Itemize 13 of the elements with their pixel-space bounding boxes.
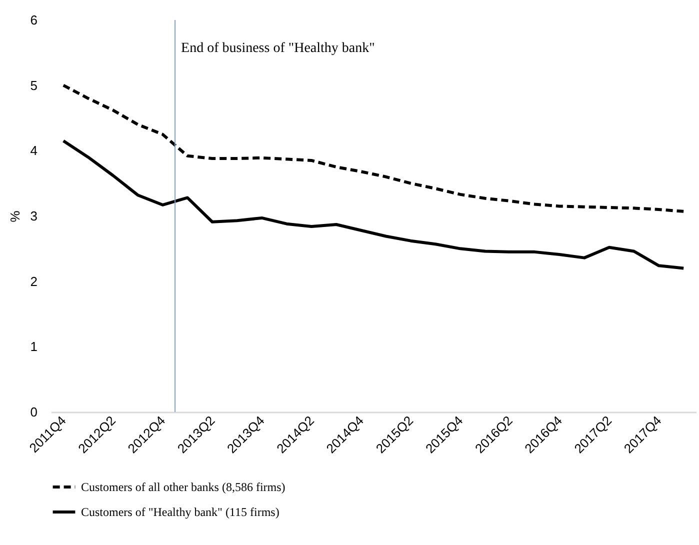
y-axis-title: % <box>7 210 22 222</box>
y-tick-label: 4 <box>30 143 38 158</box>
y-tick-label: 3 <box>30 208 38 224</box>
y-tick-label: 0 <box>30 404 38 420</box>
line-series <box>62 139 686 270</box>
y-tick-label: 1 <box>30 339 38 354</box>
y-tick-label: 2 <box>30 274 38 289</box>
y-tick-label: 5 <box>30 78 38 93</box>
ref-line-label: End of business of "Healthy bank" <box>181 41 375 56</box>
line-series <box>62 84 686 213</box>
legend-label: Customers of all other banks (8,586 firms) <box>81 480 286 494</box>
legend-label: Customers of "Healthy bank" (115 firms) <box>81 505 280 519</box>
y-tick-label: 6 <box>30 12 38 28</box>
